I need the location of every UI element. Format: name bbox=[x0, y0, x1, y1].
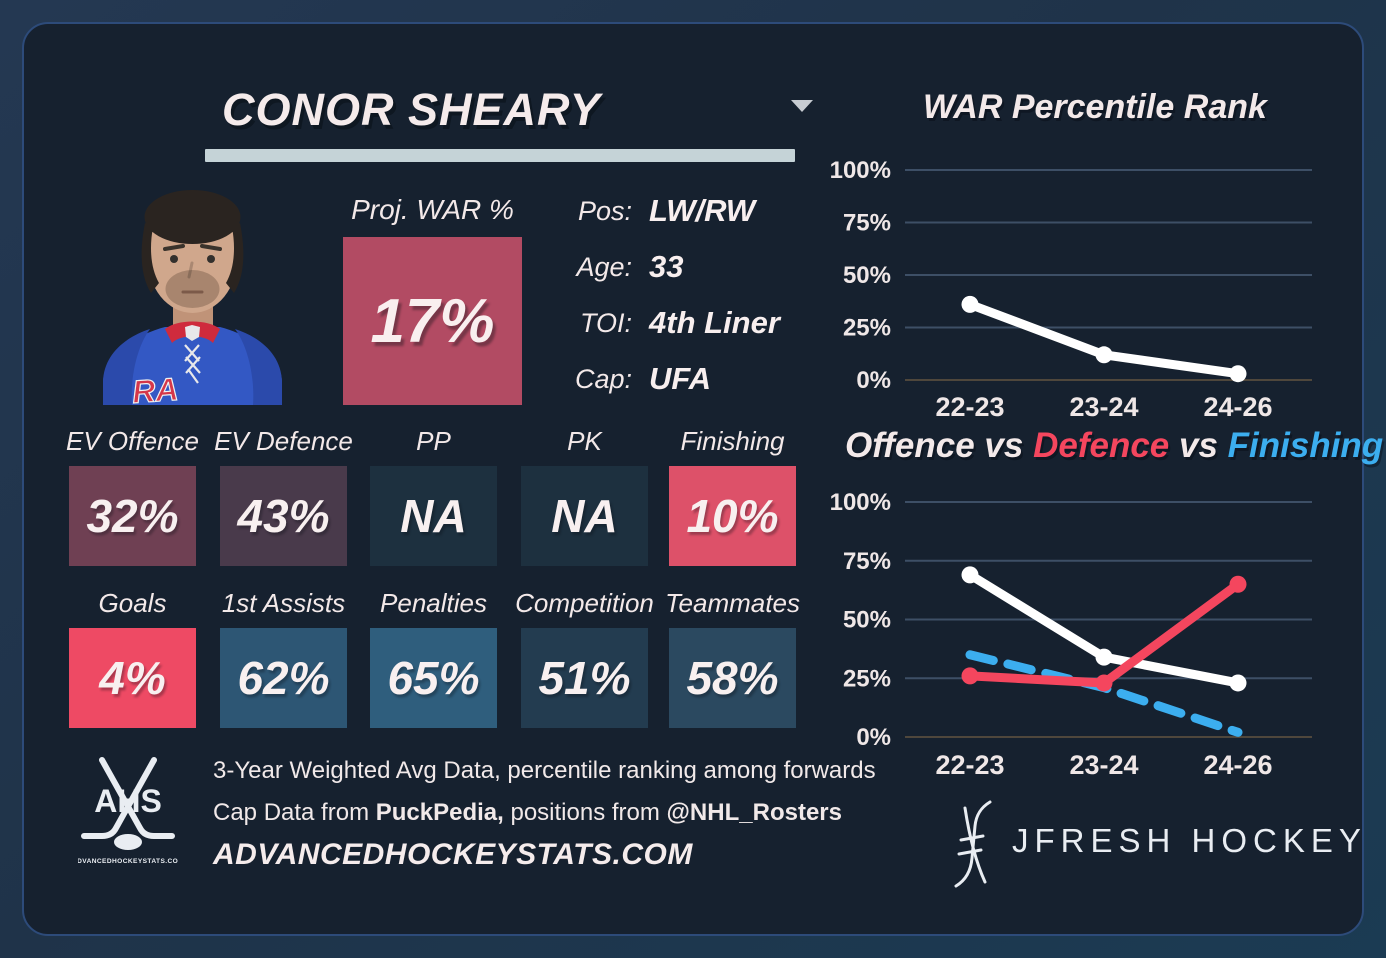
stat-penalties: Penalties 65% bbox=[353, 586, 514, 728]
ahs-logo-caption: ADVANCEDHOCKEYSTATS.COM bbox=[78, 858, 178, 865]
toi-value: 4th Liner bbox=[649, 305, 780, 340]
svg-text:0%: 0% bbox=[856, 724, 891, 751]
info-row-pos: Pos: LW/RW bbox=[556, 193, 780, 249]
age-value: 33 bbox=[649, 249, 684, 284]
chevron-down-icon[interactable] bbox=[791, 100, 813, 112]
svg-text:23-24: 23-24 bbox=[1069, 750, 1138, 780]
stat-ev-offence: EV Offence 32% bbox=[52, 424, 213, 566]
stat-pp: PP NA bbox=[353, 424, 514, 566]
title-offence: Offence bbox=[845, 426, 975, 465]
stat-competition: Competition 51% bbox=[504, 586, 665, 728]
stat-ev-defence: EV Defence 43% bbox=[203, 424, 364, 566]
svg-text:75%: 75% bbox=[843, 548, 891, 575]
title-underline bbox=[205, 149, 795, 162]
toi-label: TOI: bbox=[579, 308, 632, 338]
stat-teammates: Teammates 58% bbox=[652, 586, 813, 728]
note2-part1: Cap Data from bbox=[213, 799, 376, 826]
jfresh-logo-text: JFRESH HOCKEY bbox=[1012, 822, 1367, 859]
info-row-cap: Cap: UFA bbox=[556, 361, 780, 417]
stat-1st-assists: 1st Assists 62% bbox=[203, 586, 364, 728]
war-percentile-chart: 100% 75% 50% 25% 0% 22-23 23-24 24-26 bbox=[830, 157, 1312, 422]
war-chart-title: WAR Percentile Rank bbox=[923, 88, 1267, 126]
title-vs-1: vs bbox=[974, 426, 1034, 465]
svg-text:25%: 25% bbox=[843, 315, 891, 342]
pos-value: LW/RW bbox=[649, 193, 756, 228]
proj-war-value: 17% bbox=[370, 286, 495, 356]
title-finishing: Finishing bbox=[1227, 426, 1384, 465]
footer-note-1: 3-Year Weighted Avg Data, percentile ran… bbox=[213, 757, 876, 784]
svg-text:100%: 100% bbox=[830, 489, 891, 516]
note2-part3: positions from bbox=[503, 799, 667, 826]
footer-note-2: Cap Data from PuckPedia, positions from … bbox=[213, 799, 842, 827]
stat-finishing: Finishing 10% bbox=[652, 424, 813, 566]
ahs-logo-text: AHS bbox=[94, 783, 162, 819]
svg-text:24-26: 24-26 bbox=[1203, 392, 1272, 422]
offence-defence-finishing-chart: 100% 75% 50% 25% 0% 22-23 23-24 24-26 bbox=[830, 489, 1312, 780]
ovd-chart-title: Offence vs Defence vs Finishing bbox=[845, 426, 1383, 466]
svg-text:22-23: 22-23 bbox=[935, 392, 1004, 422]
player-photo: RA bbox=[103, 190, 282, 405]
player-name-dropdown[interactable]: CONOR SHEARY bbox=[222, 84, 601, 135]
cap-value: UFA bbox=[649, 361, 711, 396]
svg-text:RA: RA bbox=[131, 371, 180, 405]
pos-label: Pos: bbox=[577, 196, 632, 226]
svg-text:0%: 0% bbox=[856, 367, 891, 394]
stat-goals: Goals 4% bbox=[52, 586, 213, 728]
svg-text:50%: 50% bbox=[843, 607, 891, 634]
cap-label: Cap: bbox=[574, 364, 632, 394]
footer-site-url: ADVANCEDHOCKEYSTATS.COM bbox=[213, 838, 693, 871]
title-vs-2: vs bbox=[1169, 426, 1228, 465]
player-info: Pos: LW/RW Age: 33 TOI: 4th Liner Cap: U… bbox=[556, 193, 780, 417]
ahs-logo: AHS ADVANCEDHOCKEYSTATS.COM bbox=[78, 757, 178, 865]
info-row-toi: TOI: 4th Liner bbox=[556, 305, 780, 361]
svg-text:50%: 50% bbox=[843, 262, 891, 289]
svg-text:22-23: 22-23 bbox=[935, 750, 1004, 780]
title-defence: Defence bbox=[1033, 426, 1170, 465]
proj-war-box: 17% bbox=[343, 237, 522, 405]
proj-war-label: Proj. WAR % bbox=[351, 194, 514, 225]
svg-text:100%: 100% bbox=[830, 157, 891, 184]
stat-pk: PK NA bbox=[504, 424, 665, 566]
note2-puckpedia: PuckPedia, bbox=[375, 799, 504, 826]
svg-text:24-26: 24-26 bbox=[1203, 750, 1272, 780]
age-label: Age: bbox=[576, 252, 632, 282]
svg-text:23-24: 23-24 bbox=[1069, 392, 1138, 422]
svg-text:25%: 25% bbox=[843, 665, 891, 692]
svg-text:75%: 75% bbox=[843, 210, 891, 237]
note2-nhl-rosters: @NHL_Rosters bbox=[666, 799, 842, 826]
info-row-age: Age: 33 bbox=[556, 249, 780, 305]
jfresh-logo-icon bbox=[954, 800, 992, 888]
